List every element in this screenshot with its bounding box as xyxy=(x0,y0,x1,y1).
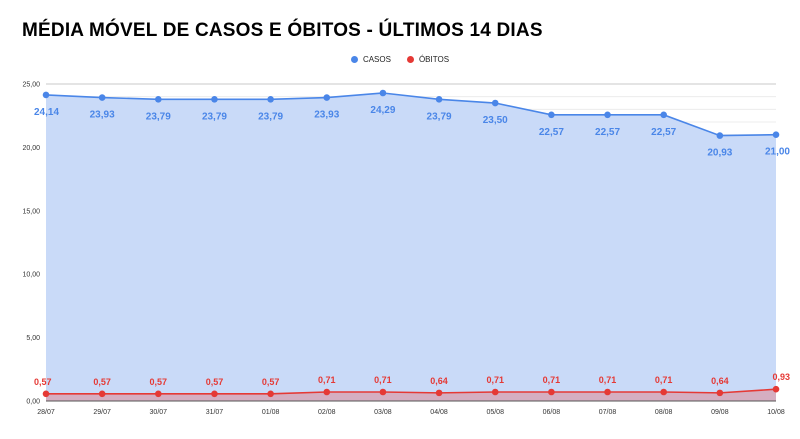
data-label-óbitos: 0,57 xyxy=(262,377,280,387)
area-layer xyxy=(46,93,776,401)
data-label-óbitos: 0,57 xyxy=(34,377,52,387)
data-label-casos: 23,79 xyxy=(146,111,171,122)
data-point-óbitos xyxy=(548,388,555,396)
data-point-óbitos xyxy=(604,388,611,396)
x-tick-label: 09/08 xyxy=(711,409,729,416)
y-tick-label: 10,00 xyxy=(22,272,40,279)
data-label-casos: 22,57 xyxy=(595,127,620,138)
x-tick-label: 30/07 xyxy=(150,409,168,416)
data-point-óbitos xyxy=(772,385,780,393)
legend-marker-obitos xyxy=(406,56,414,63)
series-line-casos xyxy=(45,92,777,137)
data-label-óbitos: 0,71 xyxy=(599,375,617,385)
data-label-casos: 20,93 xyxy=(707,148,732,159)
legend-item-casos[interactable]: CASOS xyxy=(350,55,391,64)
data-point-óbitos xyxy=(211,390,218,398)
x-tick-label: 03/08 xyxy=(374,409,392,416)
data-label-casos: 23,93 xyxy=(314,110,339,121)
data-label-óbitos: 0,71 xyxy=(543,375,561,385)
y-tick-label: 20,00 xyxy=(22,145,40,152)
data-point-casos xyxy=(604,111,611,119)
data-point-casos xyxy=(548,111,555,119)
series-area-casos xyxy=(46,93,776,401)
y-tick-label: 15,00 xyxy=(22,208,40,215)
legend-label-casos: CASOS xyxy=(362,55,391,64)
x-tick-label: 10/08 xyxy=(767,409,785,416)
legend: CASOS ÓBITOS xyxy=(0,55,800,64)
y-tick-label: 5,00 xyxy=(26,335,40,342)
data-label-óbitos: 0,64 xyxy=(711,376,729,386)
data-label-óbitos: 0,64 xyxy=(430,376,448,386)
data-point-casos xyxy=(716,132,724,139)
data-label-óbitos: 0,57 xyxy=(206,377,224,387)
y-tick-label: 25,00 xyxy=(22,82,40,89)
data-point-óbitos xyxy=(379,388,387,396)
y-tick-label: 0,00 xyxy=(26,399,40,406)
point-layer xyxy=(42,89,780,398)
data-point-casos xyxy=(660,111,667,119)
legend-item-obitos[interactable]: ÓBITOS xyxy=(406,55,450,64)
data-point-casos xyxy=(491,99,499,107)
data-point-casos xyxy=(155,96,162,103)
x-tick-label: 29/07 xyxy=(93,409,111,416)
x-tick-label: 28/07 xyxy=(37,409,55,416)
data-label-óbitos: 0,93 xyxy=(772,372,790,382)
data-label-casos: 24,14 xyxy=(34,107,59,118)
data-label-óbitos: 0,57 xyxy=(150,377,168,387)
label-layer: 24,14 23,93 23,79 23,79 23,79 23,93 24,29 23,79… xyxy=(34,105,790,387)
x-tick-label: 07/08 xyxy=(599,409,617,416)
data-point-óbitos xyxy=(98,390,106,398)
data-point-casos xyxy=(772,131,780,139)
axis-layer: 0,00 5,00 10,00 15,00 20,00 25,00 28/07 29/07 30… xyxy=(22,82,784,417)
series-line-óbitos xyxy=(46,388,777,395)
data-point-casos xyxy=(42,91,50,99)
data-point-casos xyxy=(267,96,274,103)
legend-label-obitos: ÓBITOS xyxy=(418,55,450,64)
data-point-casos xyxy=(379,89,387,97)
data-point-óbitos xyxy=(435,389,443,397)
data-label-casos: 22,57 xyxy=(539,127,564,138)
data-point-óbitos xyxy=(267,390,274,398)
data-label-óbitos: 0,71 xyxy=(374,375,392,385)
x-tick-label: 04/08 xyxy=(430,409,448,416)
data-label-casos: 23,79 xyxy=(202,111,227,122)
x-tick-label: 05/08 xyxy=(486,409,504,416)
data-label-óbitos: 0,71 xyxy=(318,375,336,385)
data-label-casos: 23,50 xyxy=(483,115,508,126)
chart-title: MÉDIA MÓVEL DE CASOS E ÓBITOS - ÚLTIMOS … xyxy=(22,20,543,41)
data-point-óbitos xyxy=(155,390,162,398)
x-tick-label: 06/08 xyxy=(543,409,561,416)
data-point-casos xyxy=(211,96,218,103)
data-label-óbitos: 0,71 xyxy=(486,375,504,385)
data-label-casos: 23,79 xyxy=(427,111,452,122)
data-label-casos: 21,00 xyxy=(765,147,790,158)
data-label-óbitos: 0,71 xyxy=(655,375,673,385)
data-label-casos: 24,29 xyxy=(370,105,395,116)
data-point-óbitos xyxy=(660,388,667,396)
data-label-casos: 23,93 xyxy=(90,110,115,121)
x-tick-label: 31/07 xyxy=(206,409,224,416)
x-tick-label: 02/08 xyxy=(318,409,336,416)
data-point-óbitos xyxy=(491,388,499,396)
legend-marker-casos xyxy=(350,56,358,63)
line-layer xyxy=(45,92,777,395)
data-point-casos xyxy=(435,96,443,103)
data-point-casos xyxy=(98,94,106,101)
data-label-óbitos: 0,57 xyxy=(93,377,111,387)
data-point-óbitos xyxy=(716,389,724,397)
data-point-óbitos xyxy=(323,388,331,396)
data-point-óbitos xyxy=(42,390,50,398)
x-tick-label: 08/08 xyxy=(655,409,673,416)
x-tick-label: 01/08 xyxy=(262,409,280,416)
data-label-casos: 23,79 xyxy=(258,111,283,122)
data-label-casos: 22,57 xyxy=(651,127,676,138)
data-point-casos xyxy=(323,94,331,101)
